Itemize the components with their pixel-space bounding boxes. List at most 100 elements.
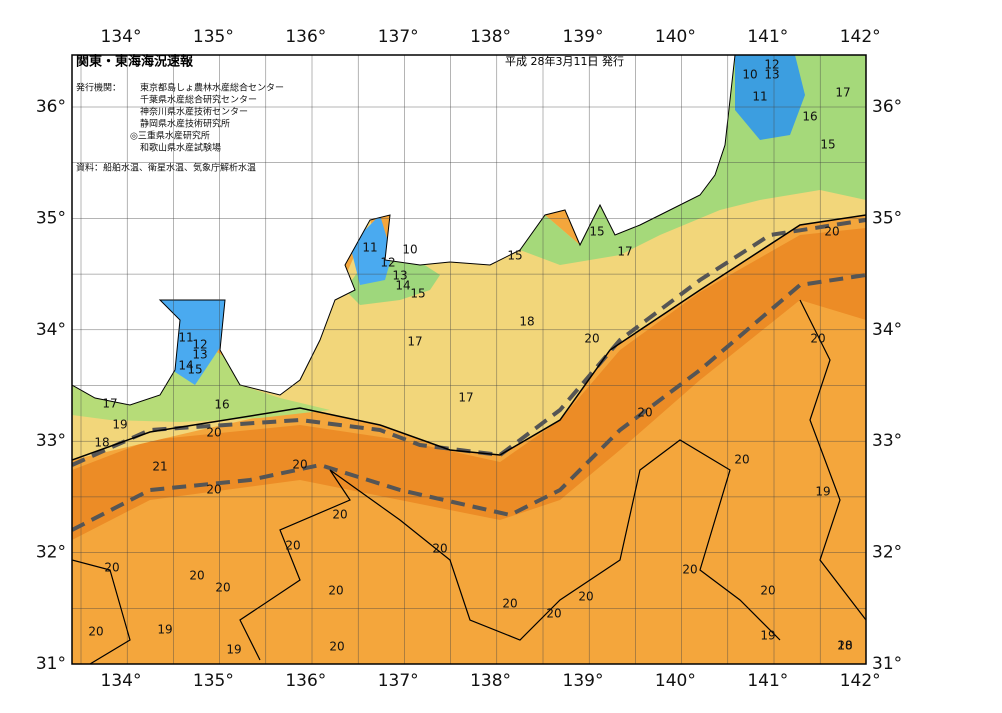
contour-label: 17 — [835, 86, 850, 100]
contour-label: 19 — [112, 418, 127, 432]
contour-line — [239, 439, 781, 661]
contour-label: 10 — [742, 68, 757, 82]
contour-label: 15 — [410, 287, 425, 301]
contour-label: 19 — [157, 623, 172, 637]
contour-label: 18 — [94, 436, 109, 450]
source: 資料：船舶水温、衛星水温、気象庁解析水温 — [76, 162, 256, 174]
contour-label: 20 — [682, 563, 697, 577]
contour-label: 16 — [802, 110, 817, 124]
map-body — [72, 55, 866, 664]
contour-label: 20 — [332, 508, 347, 522]
contour-label: 13 — [392, 269, 407, 283]
latitude-label: 32° — [36, 543, 66, 563]
longitude-label: 136° — [285, 27, 326, 47]
contour-label: 14 — [178, 359, 193, 373]
latitude-label: 33° — [872, 431, 902, 451]
issuers-label: 発行機関： — [76, 82, 121, 94]
contour-label: 11 — [178, 331, 193, 345]
contour-line — [72, 559, 131, 664]
contour-label: 18 — [837, 639, 852, 653]
contour-label: 20 — [189, 569, 204, 583]
contour-label: 20 — [206, 483, 221, 497]
contour-label: 20 — [760, 584, 775, 598]
contour-label: 19 — [226, 643, 241, 657]
contour-label: 20 — [104, 561, 119, 575]
sea-cold — [350, 215, 392, 285]
contour-label: 20 — [584, 332, 599, 346]
contour-line — [799, 299, 866, 621]
sea-cold — [735, 55, 805, 140]
contour-label: 20 — [810, 332, 825, 346]
contour-label: 16 — [214, 398, 229, 412]
contour-label: 11 — [362, 241, 377, 255]
longitude-label: 134° — [101, 671, 142, 691]
longitude-label: 142° — [840, 671, 881, 691]
labels: 134° 134° 135° 135° 136° 136° 137° 137° 138° 138°… — [36, 27, 902, 691]
longitude-label: 141° — [747, 671, 788, 691]
grid — [72, 55, 866, 664]
contour-label: 20 — [578, 590, 593, 604]
contour-label: 20 — [329, 640, 344, 654]
contour-label: 10 — [402, 243, 417, 257]
land — [72, 55, 736, 406]
contour-label: 20 — [215, 581, 230, 595]
issuer: 和歌山県水産試験場 — [140, 142, 221, 154]
longitude-label: 137° — [378, 671, 419, 691]
contour-label: 11 — [752, 90, 767, 104]
contour-label: 20 — [824, 225, 839, 239]
kuroshio-axis — [72, 218, 866, 467]
longitude-label: 134° — [101, 27, 142, 47]
contour-label: 12 — [764, 58, 779, 72]
longitude-label: 142° — [840, 27, 881, 47]
latitude-label: 36° — [872, 97, 902, 117]
contour-label: 13 — [764, 68, 779, 82]
contour-label: 18 — [519, 315, 534, 329]
kuroshio-axis — [72, 273, 866, 532]
contour-label: 12 — [192, 338, 207, 352]
longitude-label: 138° — [470, 27, 511, 47]
latitude-label: 33° — [36, 431, 66, 451]
longitude-label: 138° — [470, 671, 511, 691]
contour-label: 17 — [407, 335, 422, 349]
longitude-label: 139° — [563, 671, 604, 691]
contour-label: 14 — [395, 279, 410, 293]
issuer: 千葉県水産総合研究センター — [140, 94, 257, 106]
latitude-label: 34° — [36, 320, 66, 340]
latitude-label: 36° — [36, 97, 66, 117]
issuer: 静岡県水産技術研究所 — [140, 118, 230, 130]
contour-label: 17 — [102, 397, 117, 411]
contour-label: 20 — [637, 406, 652, 420]
contour-label: 21 — [152, 460, 167, 474]
latitude-label: 35° — [36, 208, 66, 228]
contour-label: 17 — [458, 391, 473, 405]
contour-label: 20 — [88, 625, 103, 639]
longitude-label: 137° — [378, 27, 419, 47]
issuer: ◎三重県水産研究所 — [130, 130, 210, 142]
contour-label: 20 — [734, 453, 749, 467]
latitude-label: 34° — [872, 320, 902, 340]
longitude-label: 139° — [563, 27, 604, 47]
issuers: 東京都島しょ農林水産総合センター千葉県水産総合研究センター神奈川県水産技術センタ… — [130, 82, 284, 154]
contour-line — [72, 214, 866, 461]
contour-label: 20 — [837, 639, 852, 653]
latitude-label: 35° — [872, 208, 902, 228]
contour-label: 20 — [206, 426, 221, 440]
contour-label: 15 — [820, 138, 835, 152]
contour-label: 20 — [292, 458, 307, 472]
contour-label: 19 — [815, 485, 830, 499]
issuer: 東京都島しょ農林水産総合センター — [140, 82, 284, 94]
issue-date: 平成 28年3月11日 発行 — [505, 54, 624, 68]
contour-label: 20 — [546, 607, 561, 621]
contour-label: 20 — [328, 584, 343, 598]
contour-label: 19 — [760, 629, 775, 643]
latitude-label: 31° — [36, 654, 66, 674]
contour-label: 20 — [502, 597, 517, 611]
longitude-label: 135° — [193, 27, 234, 47]
latitude-label: 31° — [872, 654, 902, 674]
issuer: 神奈川県水産技術センター — [140, 106, 248, 118]
contour-label: 20 — [432, 542, 447, 556]
contour-label: 17 — [617, 245, 632, 259]
longitude-label: 140° — [655, 27, 696, 47]
